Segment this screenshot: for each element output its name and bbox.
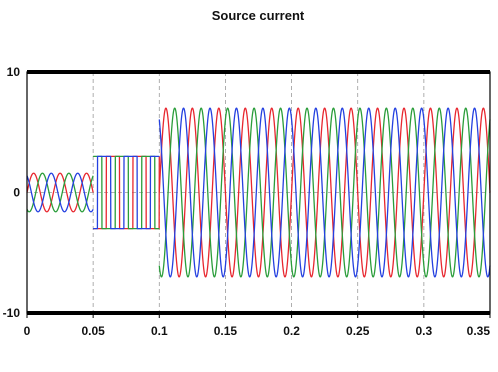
- y-tick-label: 10: [7, 65, 21, 79]
- x-tick-label: 0.15: [214, 324, 238, 338]
- x-tick-label: 0.25: [346, 324, 370, 338]
- x-tick-label: 0.3: [416, 324, 433, 338]
- series-phase-3-segment-3: [158, 107, 491, 278]
- series-phase-3-segment-1: [26, 172, 94, 213]
- plot-frame: [26, 70, 491, 315]
- x-tick-label: 0: [24, 324, 31, 338]
- series-phase-3: [26, 107, 491, 278]
- x-tick-label: 0.05: [81, 324, 105, 338]
- x-tick-label: 0.1: [151, 324, 168, 338]
- y-tick-label: 0: [13, 186, 20, 200]
- x-tick-label: 0.35: [467, 324, 491, 338]
- waveform-traces: [26, 107, 491, 278]
- series-phase-3-segment-2: [92, 155, 160, 230]
- y-tick-label: -10: [3, 306, 21, 320]
- chart-title: Source current: [212, 8, 305, 23]
- x-axis-ticks: 0 0.05 0.1 0.15 0.2 0.25 0.3 0.35: [24, 313, 491, 338]
- x-tick-label: 0.2: [283, 324, 300, 338]
- y-axis-ticks: 10 0 -10: [3, 65, 21, 320]
